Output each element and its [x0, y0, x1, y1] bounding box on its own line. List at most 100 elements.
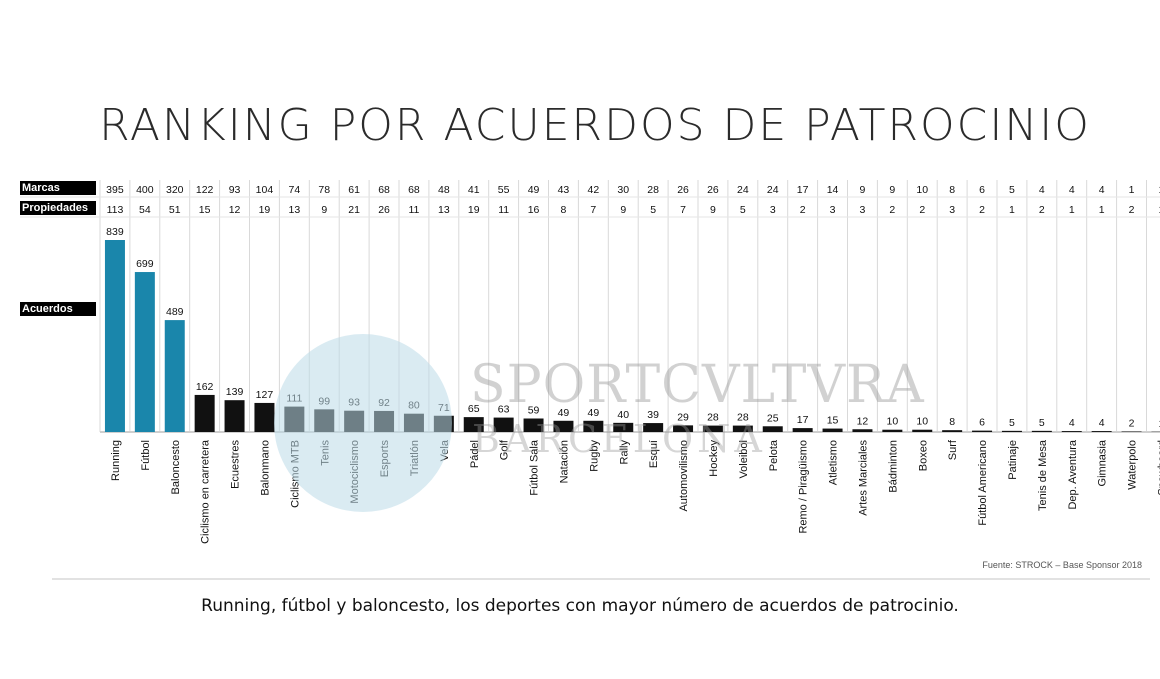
propiedades-value: 2 [979, 204, 985, 216]
marcas-value: 104 [256, 184, 274, 196]
marcas-value: 78 [318, 184, 330, 196]
bar-value-label: 93 [348, 397, 360, 409]
bar-value-label: 80 [408, 400, 420, 412]
marcas-value: 48 [438, 184, 450, 196]
bar [254, 402, 275, 432]
category-label: Fútbol Americano [977, 440, 989, 526]
category-label: Triatlón [409, 440, 421, 476]
category-label: Balonmano [259, 440, 271, 496]
bar [314, 409, 335, 432]
propiedades-value: 54 [139, 204, 151, 216]
marcas-value: 1 [1159, 184, 1160, 196]
propiedades-value: 13 [438, 204, 450, 216]
bar [852, 429, 873, 432]
bar [643, 423, 664, 432]
bar-value-label: 699 [136, 258, 154, 270]
category-label: Ecuestres [230, 440, 242, 489]
bar [463, 417, 484, 432]
bar [732, 425, 753, 432]
category-label: Motociclismo [349, 440, 361, 504]
bar-value-label: 25 [767, 412, 779, 424]
propiedades-value: 113 [107, 204, 124, 216]
bar [702, 425, 723, 432]
bar-value-label: 28 [707, 412, 719, 424]
marcas-value: 24 [737, 184, 749, 196]
bar-value-label: 139 [226, 386, 244, 398]
marcas-value: 26 [677, 184, 689, 196]
category-label: Rugby [588, 440, 600, 472]
bar-value-label: 39 [647, 409, 659, 421]
marcas-value: 6 [979, 184, 985, 196]
marcas-value: 10 [916, 184, 928, 196]
marcas-value: 42 [588, 184, 600, 196]
marcas-value: 17 [797, 184, 809, 196]
propiedades-value: 2 [1129, 204, 1135, 216]
marcas-value: 55 [498, 184, 510, 196]
category-label: Pelota [768, 439, 780, 471]
bar-value-label: 63 [498, 404, 510, 416]
propiedades-value: 3 [860, 204, 866, 216]
marcas-value: 1 [1129, 184, 1135, 196]
propiedades-value: 1 [1009, 204, 1015, 216]
bar-value-label: 5 [1039, 417, 1045, 429]
propiedades-value: 2 [1039, 204, 1045, 216]
marcas-value: 61 [348, 184, 360, 196]
bar-value-label: 2 [1129, 418, 1135, 430]
category-label: Boxeo [917, 440, 929, 471]
row-label-marcas: Marcas [20, 181, 96, 195]
bar-value-label: 10 [887, 416, 899, 428]
marcas-value: 5 [1009, 184, 1015, 196]
category-label: Tenis de Mesa [1037, 439, 1049, 511]
bar [284, 406, 305, 432]
bar-value-label: 59 [528, 404, 540, 416]
bar-value-label: 5 [1009, 417, 1015, 429]
propiedades-value: 5 [650, 204, 656, 216]
bar-value-label: 71 [438, 402, 450, 414]
propiedades-value: 1 [1159, 204, 1160, 216]
marcas-value: 9 [889, 184, 895, 196]
marcas-value: 93 [229, 184, 241, 196]
category-label: Esports [379, 440, 391, 478]
propiedades-value: 9 [321, 204, 327, 216]
category-label: Surf [947, 439, 959, 460]
bar [1031, 430, 1052, 432]
category-label: Remo / Piragüismo [798, 440, 810, 534]
category-label: Baloncesto [170, 440, 182, 494]
marcas-value: 4 [1099, 184, 1105, 196]
bar [792, 428, 813, 432]
category-label: Vela [439, 439, 451, 461]
propiedades-value: 1 [1099, 204, 1105, 216]
category-label: Golf [499, 439, 511, 460]
bar [673, 425, 694, 432]
category-label: Fútbol [140, 440, 152, 471]
category-label: Patinaje [1007, 440, 1019, 480]
bar [762, 426, 783, 432]
propiedades-value: 11 [408, 204, 419, 216]
marcas-value: 4 [1069, 184, 1075, 196]
bar [433, 415, 454, 432]
bar-value-label: 111 [286, 393, 302, 405]
marcas-value: 395 [106, 184, 124, 196]
category-label: Atletismo [828, 440, 840, 485]
row-label-propiedades: Propiedades [20, 201, 96, 215]
marcas-value: 320 [166, 184, 184, 196]
bar-value-label: 4 [1099, 417, 1105, 429]
category-label: Gimnasia [1097, 439, 1109, 486]
bar-value-label: 28 [737, 412, 749, 424]
bar [403, 413, 424, 432]
marcas-value: 68 [378, 184, 390, 196]
bar [583, 420, 604, 432]
bar [523, 418, 544, 432]
propiedades-value: 7 [590, 204, 596, 216]
propiedades-value: 8 [561, 204, 567, 216]
category-label: Bádminton [887, 440, 899, 493]
bar [1061, 431, 1082, 432]
bar [194, 394, 215, 432]
marcas-value: 28 [647, 184, 659, 196]
bar [134, 272, 155, 432]
bar-value-label: 17 [797, 414, 809, 426]
propiedades-value: 19 [259, 204, 271, 216]
bar-value-label: 162 [196, 381, 214, 393]
category-label: Tenis [319, 440, 331, 466]
